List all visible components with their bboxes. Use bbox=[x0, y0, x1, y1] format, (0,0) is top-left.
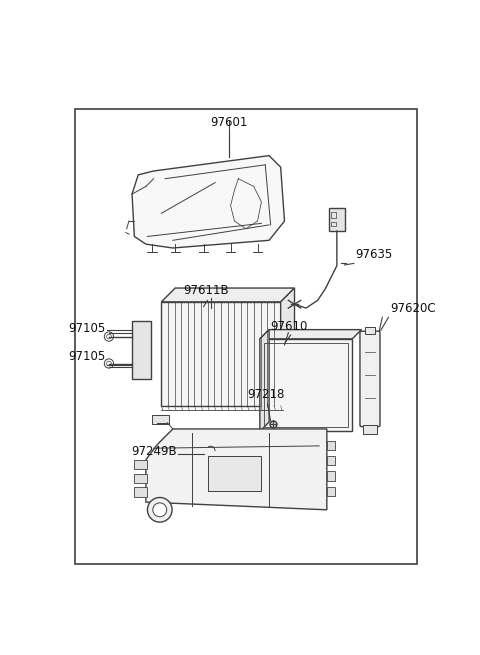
Text: 97601: 97601 bbox=[210, 116, 248, 128]
Polygon shape bbox=[281, 288, 295, 406]
Circle shape bbox=[147, 498, 172, 522]
Bar bbox=[332, 212, 336, 218]
Polygon shape bbox=[132, 156, 285, 248]
Bar bbox=[264, 343, 348, 426]
Text: 97610: 97610 bbox=[270, 320, 308, 333]
Bar bbox=[327, 456, 335, 465]
Polygon shape bbox=[260, 329, 361, 339]
Bar bbox=[332, 222, 336, 227]
Text: 97635: 97635 bbox=[355, 248, 393, 261]
Text: 97620C: 97620C bbox=[390, 302, 436, 315]
Circle shape bbox=[104, 359, 114, 368]
Circle shape bbox=[153, 503, 167, 517]
Polygon shape bbox=[260, 329, 269, 431]
FancyBboxPatch shape bbox=[360, 331, 380, 426]
Bar bbox=[260, 339, 352, 431]
Bar bbox=[207, 456, 262, 491]
Bar bbox=[161, 302, 281, 406]
Bar bbox=[134, 487, 147, 496]
Bar bbox=[132, 321, 151, 379]
Bar bbox=[134, 474, 147, 483]
Text: 97105: 97105 bbox=[69, 350, 106, 363]
Bar bbox=[327, 472, 335, 481]
Text: 97249B: 97249B bbox=[131, 445, 177, 458]
Bar bbox=[365, 327, 375, 334]
Bar bbox=[329, 208, 345, 231]
Text: 97105: 97105 bbox=[69, 322, 106, 335]
Bar bbox=[327, 487, 335, 496]
Polygon shape bbox=[161, 288, 295, 302]
Bar bbox=[363, 425, 377, 434]
Polygon shape bbox=[146, 429, 327, 510]
Bar bbox=[152, 415, 169, 424]
Text: 97218: 97218 bbox=[247, 388, 285, 402]
Text: 97611B: 97611B bbox=[183, 284, 229, 297]
Bar bbox=[327, 441, 335, 450]
Bar bbox=[134, 460, 147, 469]
Circle shape bbox=[104, 332, 114, 341]
